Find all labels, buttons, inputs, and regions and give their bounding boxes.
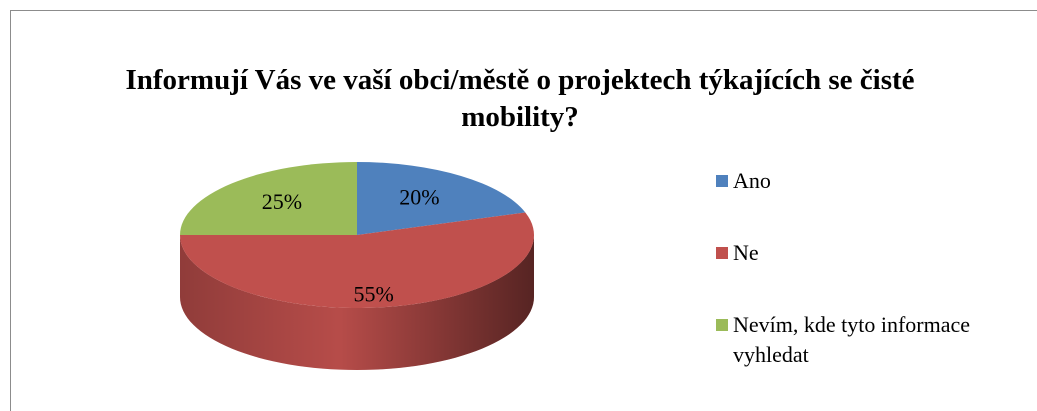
legend-item: Ano [716,166,1026,196]
legend: Ano Ne Nevím, kde tyto informace vyhledat [716,166,1026,411]
legend-swatch [716,319,728,331]
pie-slice [180,212,534,309]
pie-slice [180,162,357,235]
pie-slice [357,162,526,235]
chart-border [10,10,1037,411]
legend-label: Nevím, kde tyto informace vyhledat [733,312,971,367]
data-label: 25% [262,189,302,214]
pie-side-shade [180,235,534,370]
data-label: 55% [353,281,393,306]
legend-label: Ano [733,168,771,193]
legend-swatch [716,175,728,187]
legend-swatch [716,247,728,259]
chart-title: Informují Vás ve vaší obci/městě o proje… [125,64,915,133]
legend-label: Ne [733,240,759,265]
legend-item: Nevím, kde tyto informace vyhledat [716,310,1026,370]
data-label: 20% [399,185,439,210]
legend-item: Ne [716,238,1026,268]
